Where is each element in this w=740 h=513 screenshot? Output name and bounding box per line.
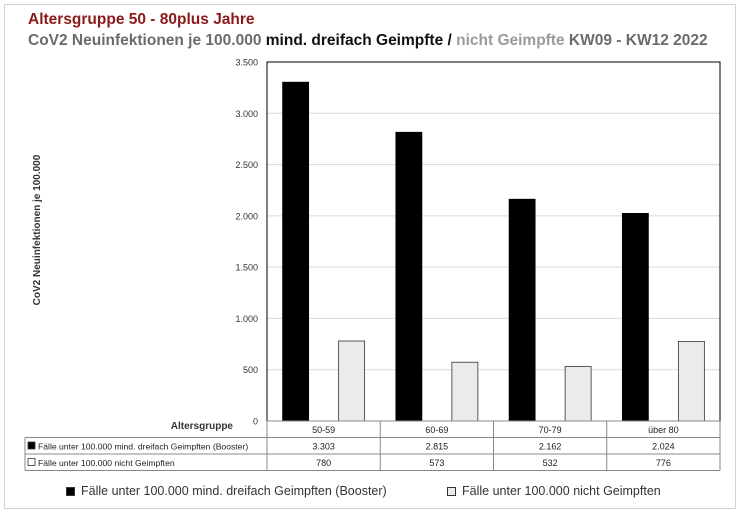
bar-unvaccinated	[677, 341, 705, 422]
legend-swatch-unvaccinated	[447, 486, 456, 496]
data-label: 2.815	[426, 442, 449, 452]
bar-boosted	[395, 131, 423, 422]
y-tick-label: 0	[253, 417, 258, 427]
y-tick-label: 1.000	[235, 314, 258, 324]
chart-title: Altersgruppe 50 - 80plus Jahre	[28, 11, 255, 28]
chart-frame	[4, 4, 736, 509]
x-tick-label: 50-59	[312, 425, 335, 435]
subtitle-part-5: KW09 - KW12 2022	[564, 32, 708, 49]
data-label: 2.162	[539, 442, 562, 452]
y-tick-label: 2.000	[235, 211, 258, 221]
data-label: 776	[656, 458, 671, 468]
subtitle-part-2: mind. dreifach Geimpfte	[265, 32, 444, 49]
x-tick-label: 60-69	[425, 425, 448, 435]
legend-label-boosted: Fälle unter 100.000 mind. dreifach Geimp…	[81, 484, 387, 498]
chart-subtitle: CoV2 Neuinfektionen je 100.000 mind. dre…	[28, 32, 708, 50]
table-swatch-unvaccinated	[27, 458, 36, 466]
x-tick-label: 70-79	[539, 425, 562, 435]
data-label: 3.303	[312, 442, 335, 452]
data-label: 573	[429, 458, 444, 468]
bar-boosted	[621, 212, 649, 422]
legend-item-unvaccinated: Fälle unter 100.000 nicht Geimpften	[447, 484, 661, 498]
table-swatch-boosted	[27, 441, 36, 450]
data-label: 2.024	[652, 442, 675, 452]
y-tick-label: 3.500	[235, 58, 258, 68]
bar-unvaccinated	[564, 366, 592, 422]
y-tick-label: 2.500	[235, 160, 258, 170]
table-series-label: Fälle unter 100.000 mind. dreifach Geimp…	[38, 442, 248, 452]
legend-item-boosted: Fälle unter 100.000 mind. dreifach Geimp…	[66, 484, 387, 498]
y-tick-label: 500	[243, 365, 258, 375]
y-tick-label: 3.000	[235, 109, 258, 119]
x-tick-label: über 80	[648, 425, 679, 435]
table-series-label: Fälle unter 100.000 nicht Geimpften	[38, 458, 175, 468]
x-axis-label: Altersgruppe	[171, 421, 234, 432]
y-axis-label: CoV2 Neuinfektionen je 100.000	[32, 154, 43, 305]
bar-unvaccinated	[451, 361, 479, 422]
data-label: 780	[316, 458, 331, 468]
legend-label-unvaccinated: Fälle unter 100.000 nicht Geimpften	[462, 484, 661, 498]
data-label: 532	[543, 458, 558, 468]
subtitle-part-3: /	[443, 32, 457, 49]
bar-unvaccinated	[338, 340, 366, 422]
y-tick-label: 1.500	[235, 263, 258, 273]
plot-area-border	[266, 61, 721, 422]
bar-boosted	[282, 81, 310, 422]
legend-swatch-boosted	[66, 486, 75, 496]
subtitle-part-4: nicht Geimpfte	[456, 32, 565, 49]
subtitle-part-1: CoV2 Neuinfektionen je 100.000	[28, 32, 266, 49]
bar-boosted	[508, 198, 536, 422]
